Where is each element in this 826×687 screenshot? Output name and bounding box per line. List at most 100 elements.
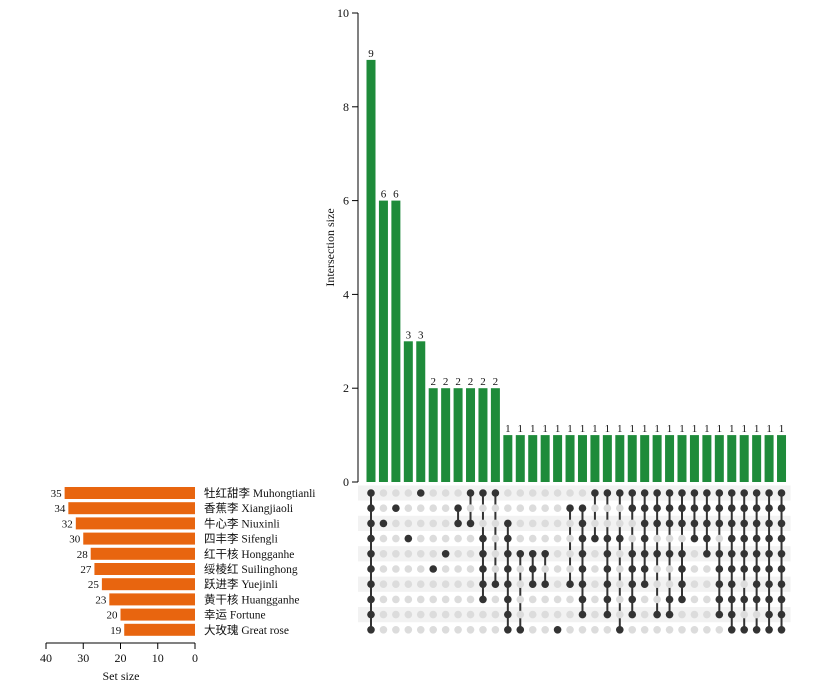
matrix-dot-active <box>765 504 773 512</box>
matrix-dot-inactive <box>441 626 450 634</box>
matrix-dot-active <box>690 504 699 512</box>
matrix-dot-active <box>765 534 773 543</box>
matrix-dot-active <box>777 504 786 512</box>
matrix-row-stripe <box>358 607 791 623</box>
matrix-dot-inactive <box>429 626 438 634</box>
intersection-bar <box>652 435 662 482</box>
matrix-dot-inactive <box>404 610 413 619</box>
intersection-size-axis: 0 2 4 6 8 10 Intersection size <box>323 6 359 489</box>
matrix-dot-active <box>479 550 487 558</box>
matrix-dot-active <box>578 595 587 604</box>
matrix-dot-inactive <box>454 595 462 604</box>
matrix-dot-inactive <box>479 626 487 634</box>
matrix-dot-active <box>479 595 487 604</box>
matrix-dot-active <box>491 489 500 497</box>
matrix-dot-inactive <box>740 610 748 619</box>
matrix-dot-inactive <box>553 595 562 604</box>
matrix-dot-active <box>653 610 661 619</box>
matrix-dot-inactive <box>553 489 562 497</box>
matrix-dot-inactive <box>466 610 475 619</box>
matrix-dot-inactive <box>640 610 649 619</box>
intersection-bar-label: 2 <box>480 376 486 388</box>
matrix-dot-active <box>752 626 761 634</box>
set-size-bar <box>83 532 195 545</box>
matrix-dot-inactive <box>379 489 388 497</box>
matrix-dot-active <box>454 504 462 512</box>
intersection-bar-label: 2 <box>430 376 436 388</box>
intersection-bar <box>416 341 426 482</box>
matrix-dot-inactive <box>392 550 400 558</box>
set-name-label: 黄干核 Huangganhe <box>204 592 300 606</box>
intersection-bar <box>391 200 401 482</box>
x-axis-title: Set size <box>103 669 140 683</box>
matrix-dot-active <box>628 565 637 573</box>
x-tick-label: 10 <box>152 651 164 665</box>
matrix-dot-inactive <box>665 534 674 543</box>
set-name-label: 绥棱红 Suilinghong <box>204 563 298 576</box>
matrix-dot-active <box>516 626 525 634</box>
matrix-dot-inactive <box>690 565 699 573</box>
matrix-dot-inactive <box>491 626 500 634</box>
matrix-dot-inactive <box>678 610 686 619</box>
matrix-dot-active <box>703 519 711 528</box>
matrix-dot-active <box>566 580 574 588</box>
matrix-dot-active <box>591 489 599 497</box>
matrix-dot-active <box>603 550 612 558</box>
intersection-bar-label: 1 <box>754 423 760 435</box>
matrix-dot-inactive <box>653 626 661 634</box>
matrix-dot-inactive <box>429 519 438 528</box>
matrix-dot-active <box>727 610 736 619</box>
matrix-dot-inactive <box>653 595 661 604</box>
matrix-dot-active <box>665 550 674 558</box>
matrix-dot-active <box>578 534 587 543</box>
matrix-dot-inactive <box>491 610 500 619</box>
matrix-dot-active <box>416 489 425 497</box>
matrix-dot-inactive <box>553 504 562 512</box>
matrix-dot-active <box>690 489 699 497</box>
matrix-dot-inactive <box>591 580 599 588</box>
matrix-dot-active <box>777 550 786 558</box>
y-tick-label: 0 <box>343 475 349 489</box>
matrix-dot-active <box>603 489 612 497</box>
matrix-dot-active <box>640 580 649 588</box>
set-name-label: 香蕉李 Xiangjiaoli <box>204 501 293 515</box>
matrix-dot-inactive <box>690 550 699 558</box>
intersection-bar <box>752 435 762 482</box>
matrix-dot-active <box>765 519 773 528</box>
matrix-dot-inactive <box>566 519 574 528</box>
y-tick-label: 2 <box>343 381 349 395</box>
matrix-dot-active <box>640 504 649 512</box>
x-tick-label: 0 <box>192 651 198 665</box>
intersection-bar-label: 1 <box>542 423 548 435</box>
matrix-dot-inactive <box>404 580 413 588</box>
matrix-dot-inactive <box>591 504 599 512</box>
matrix-dot-inactive <box>566 626 574 634</box>
intersection-bar-label: 1 <box>518 423 524 435</box>
matrix-dot-active <box>715 550 724 558</box>
intersection-bar <box>727 435 737 482</box>
intersection-matrix <box>358 485 791 634</box>
set-size-value: 19 <box>110 625 122 637</box>
matrix-dot-active <box>752 519 761 528</box>
set-size-value: 25 <box>88 579 100 591</box>
matrix-dot-active <box>367 489 375 497</box>
x-tick-label: 20 <box>115 651 127 665</box>
matrix-dot-inactive <box>454 565 462 573</box>
intersection-bar <box>428 388 438 482</box>
matrix-dot-inactive <box>466 565 475 573</box>
intersection-bar <box>764 435 774 482</box>
intersection-bar-label: 1 <box>654 423 660 435</box>
matrix-dot-active <box>616 534 624 543</box>
matrix-dot-inactive <box>429 580 438 588</box>
matrix-dot-active <box>727 534 736 543</box>
intersection-bar-label: 1 <box>642 423 648 435</box>
matrix-dot-active <box>616 626 624 634</box>
matrix-dot-active <box>578 610 587 619</box>
intersection-bar <box>403 341 413 482</box>
matrix-dot-active <box>727 626 736 634</box>
matrix-dot-active <box>367 610 375 619</box>
matrix-dot-active <box>491 580 500 588</box>
matrix-dot-active <box>752 504 761 512</box>
set-name-label: 红干核 Hongganhe <box>204 547 294 561</box>
matrix-dot-active <box>479 580 487 588</box>
